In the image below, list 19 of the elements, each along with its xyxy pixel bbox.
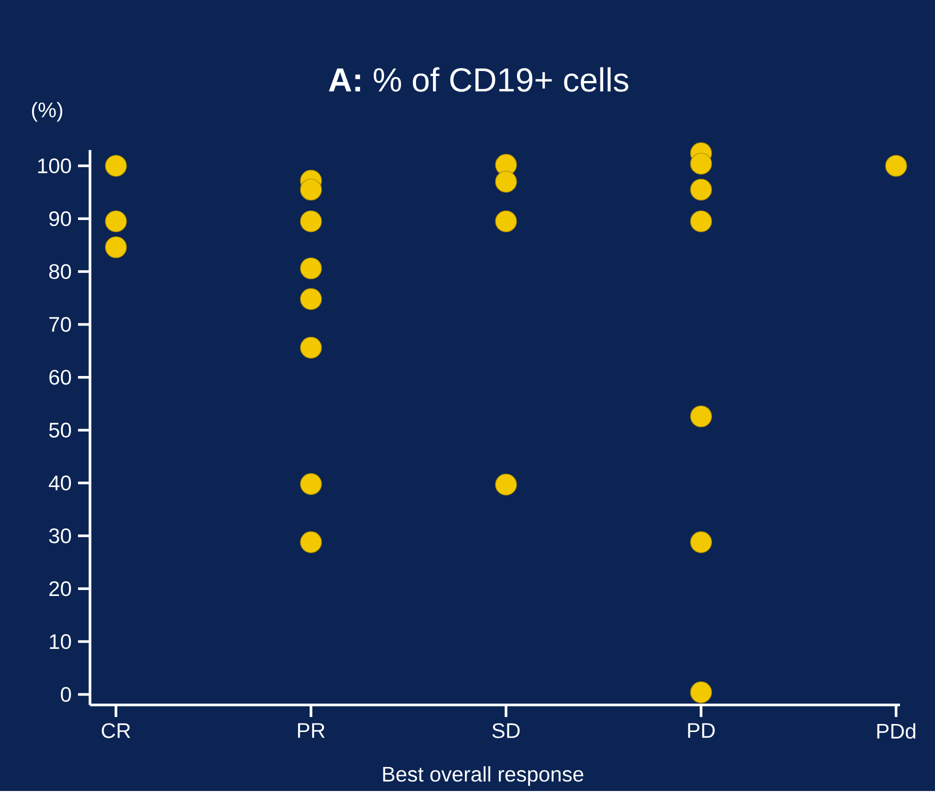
x-tick-label: PR bbox=[298, 723, 325, 738]
x-tick-label: CR bbox=[102, 723, 130, 738]
chart-title: A: % of CD19+ cells bbox=[328, 67, 628, 92]
y-tick-label: 60 bbox=[49, 370, 71, 385]
x-tick-label: PDd bbox=[877, 723, 916, 739]
x-axis-title: Best overall response bbox=[383, 766, 584, 786]
y-tick-label: 0 bbox=[60, 687, 71, 702]
y-tick-label: 30 bbox=[49, 528, 71, 544]
y-tick-label: 40 bbox=[48, 476, 71, 491]
y-tick-label: 70 bbox=[49, 317, 71, 332]
y-tick-label: 50 bbox=[49, 422, 71, 438]
y-tick-label: 90 bbox=[49, 211, 71, 226]
y-axis-title: (%) bbox=[32, 102, 62, 122]
y-tick-label: 80 bbox=[49, 264, 71, 280]
y-tick-label: 100 bbox=[38, 158, 71, 174]
y-tick-label: 20 bbox=[49, 581, 71, 596]
y-tick-label: 10 bbox=[50, 634, 71, 650]
x-tick-label: PD bbox=[688, 723, 715, 738]
x-tick-label: SD bbox=[492, 723, 520, 738]
